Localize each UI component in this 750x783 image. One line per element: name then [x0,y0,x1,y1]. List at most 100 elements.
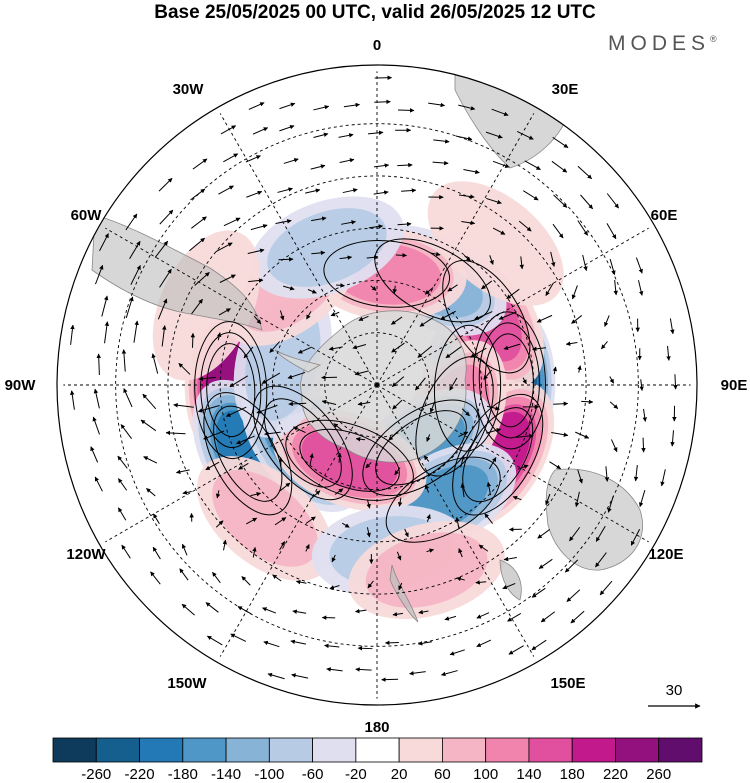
wind-arrow [609,401,619,409]
wind-arrow [595,552,607,568]
wind-arrow [426,548,435,553]
wind-arrow [262,607,277,614]
wind-arrow [565,341,578,346]
wind-arrow [367,130,384,135]
wind-arrow [545,282,554,297]
wind-arrow [397,162,413,168]
wind-arrow [367,580,374,589]
wind-arrow [248,278,264,283]
anomaly-cell-18 [348,521,505,620]
tasmania [499,559,522,601]
wind-arrow [245,155,261,163]
contour [200,332,262,449]
wind-arrow [274,517,287,526]
wind-arrow [397,221,412,227]
wind-arrow [660,469,666,487]
wind-arrow [428,102,446,108]
wind-arrow [486,197,502,205]
wind-arrow [215,242,233,253]
colorbar-swatch [52,737,97,763]
wind-arrow [463,254,471,262]
wind-arrow [474,311,493,320]
colorbar-tick-label: 220 [603,766,628,783]
wind-arrow [492,160,510,168]
wind-arrow [343,102,360,108]
wind-arrow [245,517,258,525]
wind-arrow [531,587,546,598]
wind-arrow [639,379,644,392]
wind-arrow [458,548,463,558]
wind-arrow [391,376,405,387]
wind-arrow [366,499,371,509]
wind-arrow [182,490,192,495]
wind-arrow [263,640,280,648]
colorbar-tick-label: -180 [168,766,198,783]
wind-arrow [216,332,222,341]
wind-arrow [458,104,476,111]
wind-vectors [69,75,678,682]
wind-arrow [297,346,313,354]
south-america [91,214,263,331]
longitude-label: 150E [550,675,585,692]
wind-arrow [396,551,402,561]
wind-arrow [229,375,249,388]
wind-arrow [331,554,336,563]
wind-arrow [125,213,138,231]
wind-arrow [247,248,265,255]
wind-arrow [189,237,205,252]
wind-arrow [140,419,157,432]
wind-arrow [519,256,524,270]
latitude-circle [167,175,587,595]
wind-arrow [537,529,550,539]
wind-arrow [93,388,100,409]
contour [472,311,546,450]
wind-arrow [423,455,430,462]
wind-arrow [143,456,158,464]
wind-arrow [524,160,541,171]
wind-arrow [181,543,188,556]
wind-arrow [642,408,647,422]
wind-arrow [417,345,433,358]
anomaly-level [427,181,564,306]
contour [452,393,544,516]
wind-arrow [366,255,379,260]
wind-arrow [230,633,247,642]
wind-arrow [633,465,639,482]
wind-arrow [236,435,255,445]
wind-arrow [311,250,326,256]
wind-arrow [463,169,480,175]
wind-arrow [577,165,592,180]
wind-arrow [370,285,377,291]
wind-arrow [508,645,524,655]
wind-arrow [552,366,558,375]
wind-arrow [571,315,583,324]
wind-arrow [206,635,223,646]
wind-arrow [610,439,618,453]
wind-arrow [205,602,219,613]
wind-arrow [475,580,487,585]
contour [299,428,400,492]
colorbar-tick-label: 180 [560,766,585,783]
wind-arrow [577,365,582,373]
wind-arrow [215,490,221,499]
registered-mark: ® [710,34,717,44]
longitude-label: 90W [5,377,37,394]
wind-arrow [440,670,458,677]
wind-arrow [532,346,547,352]
wind-arrow [637,280,644,296]
colorbar-tick-label: -140 [211,766,241,783]
contour [213,405,283,502]
wind-arrow [545,493,551,506]
wind-arrow [290,639,307,645]
longitude-label: 120W [66,546,106,563]
wind-arrow [553,194,568,208]
vector-scale: 30 [648,682,701,709]
wind-arrow [238,462,249,470]
wind-arrow [305,544,310,552]
wind-arrow [283,158,299,164]
wind-arrow [522,190,539,201]
longitude-label: 60W [71,207,103,224]
wind-arrow [252,127,269,135]
wind-arrow [152,546,161,560]
